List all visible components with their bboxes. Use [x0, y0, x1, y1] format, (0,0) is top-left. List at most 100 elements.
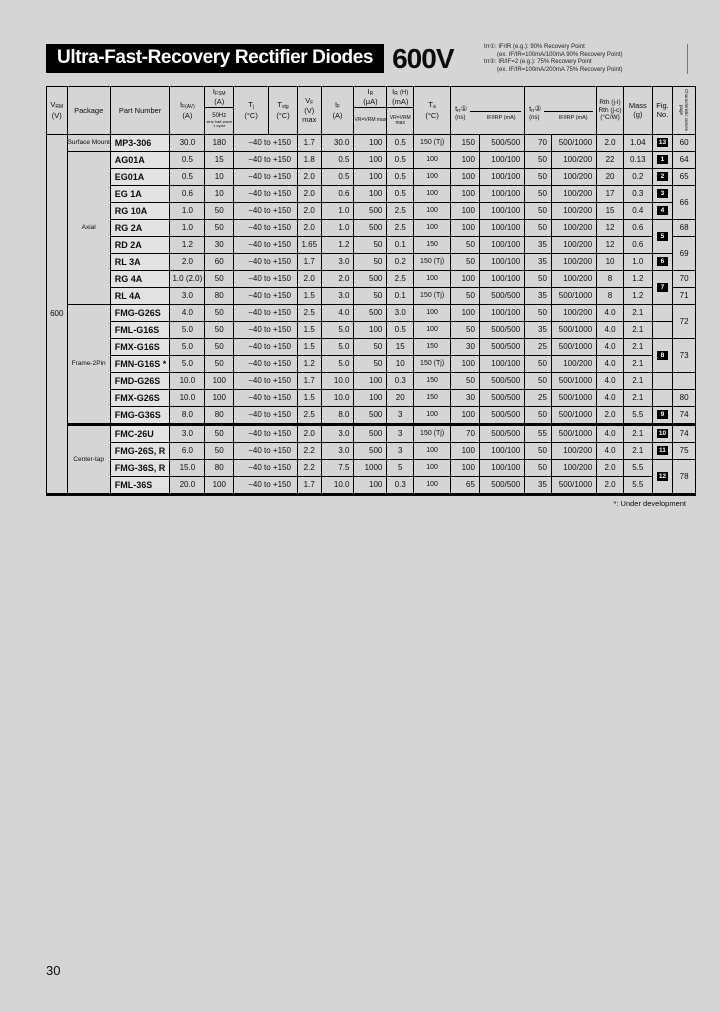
cell-t1i: 100/100	[478, 459, 526, 477]
cell-vf: 2.0	[296, 202, 322, 220]
cell-ir: 100	[353, 372, 388, 390]
cell-mass: 2.1	[622, 423, 653, 443]
cell-iff: 3.0	[320, 287, 355, 305]
cell-package: Axial	[66, 151, 111, 305]
cell-vf: 2.0	[296, 185, 322, 203]
table-row: Frame-2Pin FMG-G26S 4.0 50 −40 to +150 2.5 4.0…	[47, 304, 696, 425]
cell-irh: 0.2	[386, 253, 415, 271]
cell-t2i: 100/200	[550, 442, 598, 460]
cell-vf: 1.7	[296, 372, 322, 390]
header-row: VRM (V) Package Part Number IF(AV) (A) I…	[46, 86, 696, 135]
table-row: FMX-G16S 5.0 50 −40 to +150 1.5 5.0 50 15 150 30 5…	[47, 338, 696, 373]
cell-iff: 3.0	[320, 253, 355, 271]
cell-rth: 10	[596, 253, 624, 271]
cell-iff: 5.0	[320, 321, 355, 339]
table-row: FMD-G26S 10.0 100 −40 to +150 1.7 10.0 100 0.3 1…	[47, 372, 696, 390]
table-row: RD 2A 1.2 30 −40 to +150 1.65 1.2 50 0.1 150 50 10…	[47, 236, 696, 271]
cell-irh: 2.5	[386, 202, 415, 220]
cell-iff: 1.2	[320, 236, 355, 254]
cell-t2: 50	[524, 202, 552, 220]
cell-vf: 2.5	[296, 406, 322, 425]
cell-page: 78	[672, 459, 696, 495]
cell-vrm: 600	[46, 134, 68, 495]
cell-t1: 100	[450, 219, 480, 237]
cell-t1: 50	[450, 287, 480, 305]
cell-t1i: 500/500	[478, 134, 526, 152]
cell-vf: 2.0	[296, 423, 322, 443]
col-rth: Rth (j-l) Rth (j-c) (°C/W)	[596, 86, 624, 135]
table-row: EG01A 0.5 10 −40 to +150 2.0 0.5 100 0.5 100 100 1…	[47, 168, 696, 186]
cell-ifsm: 30	[204, 236, 235, 254]
cell-part-number: FMG-26S, R	[109, 442, 171, 460]
cell-t2i: 100/200	[550, 202, 598, 220]
cell-rth: 4.0	[596, 355, 624, 373]
cell-ta: 150	[413, 338, 452, 356]
fig-number-badge: 5	[656, 231, 668, 241]
spec-table: VRM (V) Package Part Number IF(AV) (A) I…	[46, 86, 696, 496]
table-row: FMG-G36S 8.0 80 −40 to +150 2.5 8.0 500 3 100 100…	[47, 406, 696, 425]
cell-t2: 35	[524, 287, 552, 305]
cell-vf: 1.5	[296, 389, 322, 407]
cell-iff: 10.0	[320, 389, 355, 407]
cell-vf: 2.5	[296, 304, 322, 322]
cell-rth: 2.0	[596, 476, 624, 495]
cell-mass: 0.3	[622, 185, 653, 203]
cell-t1i: 100/100	[478, 202, 526, 220]
col-package: Package	[66, 86, 111, 135]
cell-rth: 15	[596, 202, 624, 220]
cell-tj-tstg: −40 to +150	[233, 202, 298, 220]
page-header: Ultra-Fast-Recovery Rectifier Diodes 600…	[46, 44, 688, 74]
cell-ir: 50	[353, 236, 388, 254]
cell-ta: 100	[413, 185, 452, 203]
table-row: Center-tap FMC-26U 3.0 50 −40 to +150 2.0 3.0 5…	[47, 423, 696, 495]
cell-ir: 500	[353, 219, 388, 237]
cell-ir: 100	[353, 134, 388, 152]
col-ifsm: IFSM (A) 50Hz sine half-wave 1 cycle	[204, 86, 235, 135]
cell-vf: 2.0	[296, 168, 322, 186]
cell-iff: 10.0	[320, 476, 355, 495]
cell-package: Center-tap	[66, 423, 111, 495]
cell-ir: 500	[353, 270, 388, 288]
cell-ir: 500	[353, 304, 388, 322]
page-number: 30	[46, 963, 61, 978]
cell-t2: 35	[524, 253, 552, 271]
cell-t2i: 500/1000	[550, 406, 598, 425]
cell-t2: 50	[524, 406, 552, 425]
col-mass: Mass (g)	[622, 86, 653, 135]
cell-ifav: 2.0	[169, 253, 206, 271]
col-vf: VF (V) max	[296, 86, 322, 135]
cell-tj-tstg: −40 to +150	[233, 355, 298, 373]
cell-vf: 1.65	[296, 236, 322, 254]
cell-fig	[651, 389, 674, 407]
cell-ifsm: 15	[204, 151, 235, 169]
cell-page: 68	[672, 219, 696, 237]
trr-note-1-line-2: (ex. IF/IR=100mA/100mA 90% Recovery Poin…	[497, 51, 623, 58]
table-row: FMG-26S, R 6.0 50 −40 to +150 2.2 3.0 500 3 100 1…	[47, 442, 696, 460]
fig-number-badge: 13	[656, 138, 668, 147]
cell-vf: 1.5	[296, 338, 322, 356]
cell-ifsm: 50	[204, 442, 235, 460]
cell-ifav: 5.0	[169, 338, 206, 356]
page-title: Ultra-Fast-Recovery Rectifier Diodes	[46, 44, 385, 73]
col-trr2-group: trr② (ns) IF/IRP (mA)	[524, 86, 598, 135]
cell-irh: 3.0	[386, 304, 415, 322]
cell-part-number: MP3-306	[109, 134, 171, 152]
col-part-number: Part Number	[109, 86, 171, 135]
fig-number-badge: 7	[656, 282, 668, 292]
cell-vf: 2.2	[296, 442, 322, 460]
cell-irh: 3	[386, 423, 415, 443]
cell-mass: 5.5	[622, 476, 653, 495]
cell-part-number: FMG-G26S	[109, 304, 171, 322]
col-ta: Ta (°C)	[413, 86, 452, 135]
cell-irh: 0.5	[386, 168, 415, 186]
cell-rth: 4.0	[596, 389, 624, 407]
cell-mass: 0.6	[622, 219, 653, 237]
cell-ifav: 1.0 (2.0)	[169, 270, 206, 288]
cell-ifav: 8.0	[169, 406, 206, 425]
cell-ir: 100	[353, 476, 388, 495]
cell-t1: 50	[450, 372, 480, 390]
cell-t1i: 500/500	[478, 338, 526, 356]
cell-ta: 150 (Tj)	[413, 355, 452, 373]
cell-ir: 500	[353, 406, 388, 425]
cell-ifsm: 50	[204, 270, 235, 288]
